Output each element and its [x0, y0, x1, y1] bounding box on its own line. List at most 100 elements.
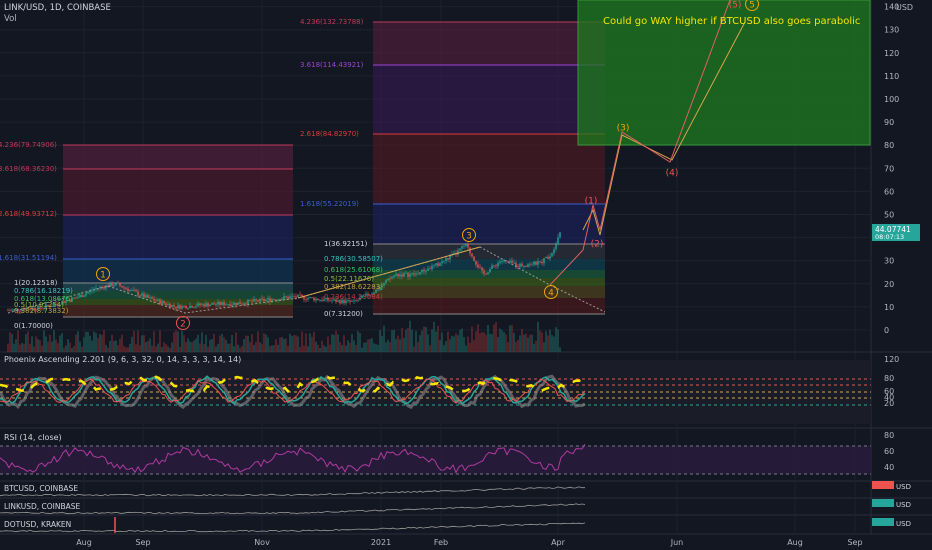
- candle-body: [231, 304, 233, 306]
- volume-bar: [359, 333, 361, 352]
- time-axis[interactable]: Aug Sep Nov 2021 Feb Apr Jun Aug Sep: [76, 538, 862, 547]
- candle-body: [411, 273, 413, 275]
- candle-body: [391, 276, 393, 279]
- candle-body: [331, 300, 333, 302]
- candle-body: [311, 297, 313, 298]
- candle-body: [329, 300, 331, 302]
- candle-body: [75, 297, 77, 299]
- candle-body: [33, 307, 35, 310]
- volume-bar: [503, 332, 505, 352]
- candle-body: [559, 232, 561, 238]
- candle-body: [235, 302, 237, 305]
- volume-bar: [393, 329, 395, 352]
- volume-bar: [349, 342, 351, 352]
- candle-body: [317, 298, 319, 301]
- volume-bar: [443, 345, 445, 352]
- candle-body: [185, 305, 187, 309]
- candle-body: [463, 245, 465, 247]
- fib-level-label: 0.618(13.08676): [14, 295, 73, 303]
- candle-body: [9, 310, 11, 312]
- volume-bar: [409, 320, 411, 352]
- volume-bar: [187, 338, 189, 352]
- candle-body: [107, 285, 109, 287]
- dotusd-title: DOTUSD, KRAKEN: [4, 520, 71, 529]
- last-price-badge: 44.07741 08:07:13: [872, 224, 920, 241]
- candle-body: [99, 286, 101, 289]
- volume-bar: [365, 342, 367, 352]
- volume-bar: [199, 343, 201, 352]
- fib-level-label: 3.618(68.36230): [0, 165, 57, 173]
- candle-body: [363, 295, 365, 297]
- volume-bar: [207, 346, 209, 352]
- rsi-axis: 80 60 40: [884, 431, 894, 472]
- volume-bar: [487, 324, 489, 352]
- candle-body: [27, 308, 29, 310]
- candle-body: [257, 300, 259, 302]
- volume-bar: [145, 341, 147, 352]
- volume-bar: [557, 329, 559, 352]
- candle-body: [291, 295, 293, 297]
- candle-body: [527, 264, 529, 267]
- price-tick-label: 70: [884, 164, 894, 173]
- link-currency: USD: [896, 501, 911, 509]
- candle-body: [535, 261, 537, 265]
- volume-bar: [535, 340, 537, 352]
- fib-level-label: 0.618(25.61068): [324, 266, 383, 274]
- volume-bar: [43, 330, 45, 352]
- candle-body: [155, 300, 157, 302]
- candle-body: [475, 261, 477, 265]
- price-tick-label: 20: [884, 280, 894, 289]
- candle-body: [465, 243, 467, 246]
- volume-bar: [507, 342, 509, 352]
- candle-body: [399, 274, 401, 277]
- currency-label: USD: [896, 3, 913, 12]
- volume-bar: [473, 340, 475, 352]
- candle-body: [505, 260, 507, 261]
- volume-bar: [543, 342, 545, 352]
- candle-body: [369, 294, 371, 296]
- candle-body: [471, 253, 473, 257]
- volume-bar: [97, 338, 99, 352]
- candle-body: [95, 288, 97, 290]
- candle-body: [247, 299, 249, 305]
- wave-label-circle: [96, 267, 110, 281]
- candle-body: [379, 287, 381, 290]
- price-tick-label: 30: [884, 257, 894, 266]
- volume-bar: [501, 330, 503, 352]
- candle-body: [171, 305, 173, 308]
- candle-body: [77, 297, 79, 298]
- volume-bar: [103, 330, 105, 352]
- candle-body: [457, 250, 459, 255]
- candle-body: [83, 295, 85, 297]
- btcusd-title: BTCUSD, COINBASE: [4, 484, 78, 493]
- volume-bar: [195, 338, 197, 352]
- volume-bar: [475, 331, 477, 352]
- volume-bar: [55, 339, 57, 352]
- volume-bar: [303, 345, 305, 352]
- candle-body: [351, 301, 353, 302]
- candle-body: [407, 272, 409, 277]
- volume-bar: [121, 334, 123, 352]
- candle-body: [427, 268, 429, 271]
- volume-bar: [67, 339, 69, 352]
- candle-body: [91, 290, 93, 292]
- candle-body: [277, 299, 279, 301]
- candle-body: [459, 248, 461, 251]
- volume-bar: [379, 330, 381, 352]
- candle-body: [113, 285, 115, 287]
- volume-bar: [61, 333, 63, 352]
- price-axis[interactable]: 0102030405060708090100110120130140: [884, 3, 899, 335]
- candle-body: [281, 298, 283, 301]
- volume-bar: [219, 335, 221, 352]
- volume-bar: [253, 344, 255, 352]
- candle-body: [557, 237, 559, 245]
- volume-bar: [21, 342, 23, 352]
- volume-bar: [39, 340, 41, 352]
- volume-bar: [247, 336, 249, 352]
- wave-label: 3: [466, 232, 472, 242]
- candle-body: [425, 270, 427, 272]
- candle-body: [137, 291, 139, 296]
- volume-bar: [403, 337, 405, 352]
- candle-body: [419, 272, 421, 275]
